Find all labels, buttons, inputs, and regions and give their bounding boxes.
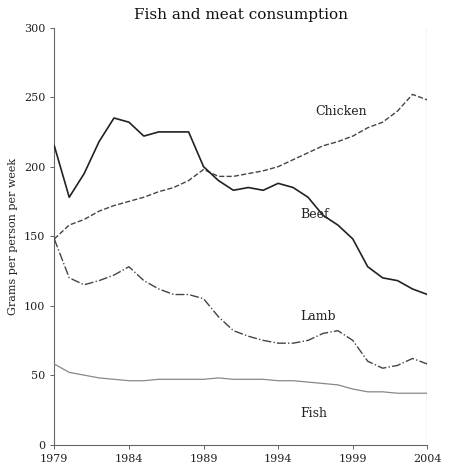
Text: Chicken: Chicken [315,105,367,118]
Title: Fish and meat consumption: Fish and meat consumption [134,8,348,22]
Text: Lamb: Lamb [301,310,336,322]
Y-axis label: Grams per person per week: Grams per person per week [9,158,18,315]
Text: Fish: Fish [301,407,328,420]
Text: Beef: Beef [301,208,329,221]
